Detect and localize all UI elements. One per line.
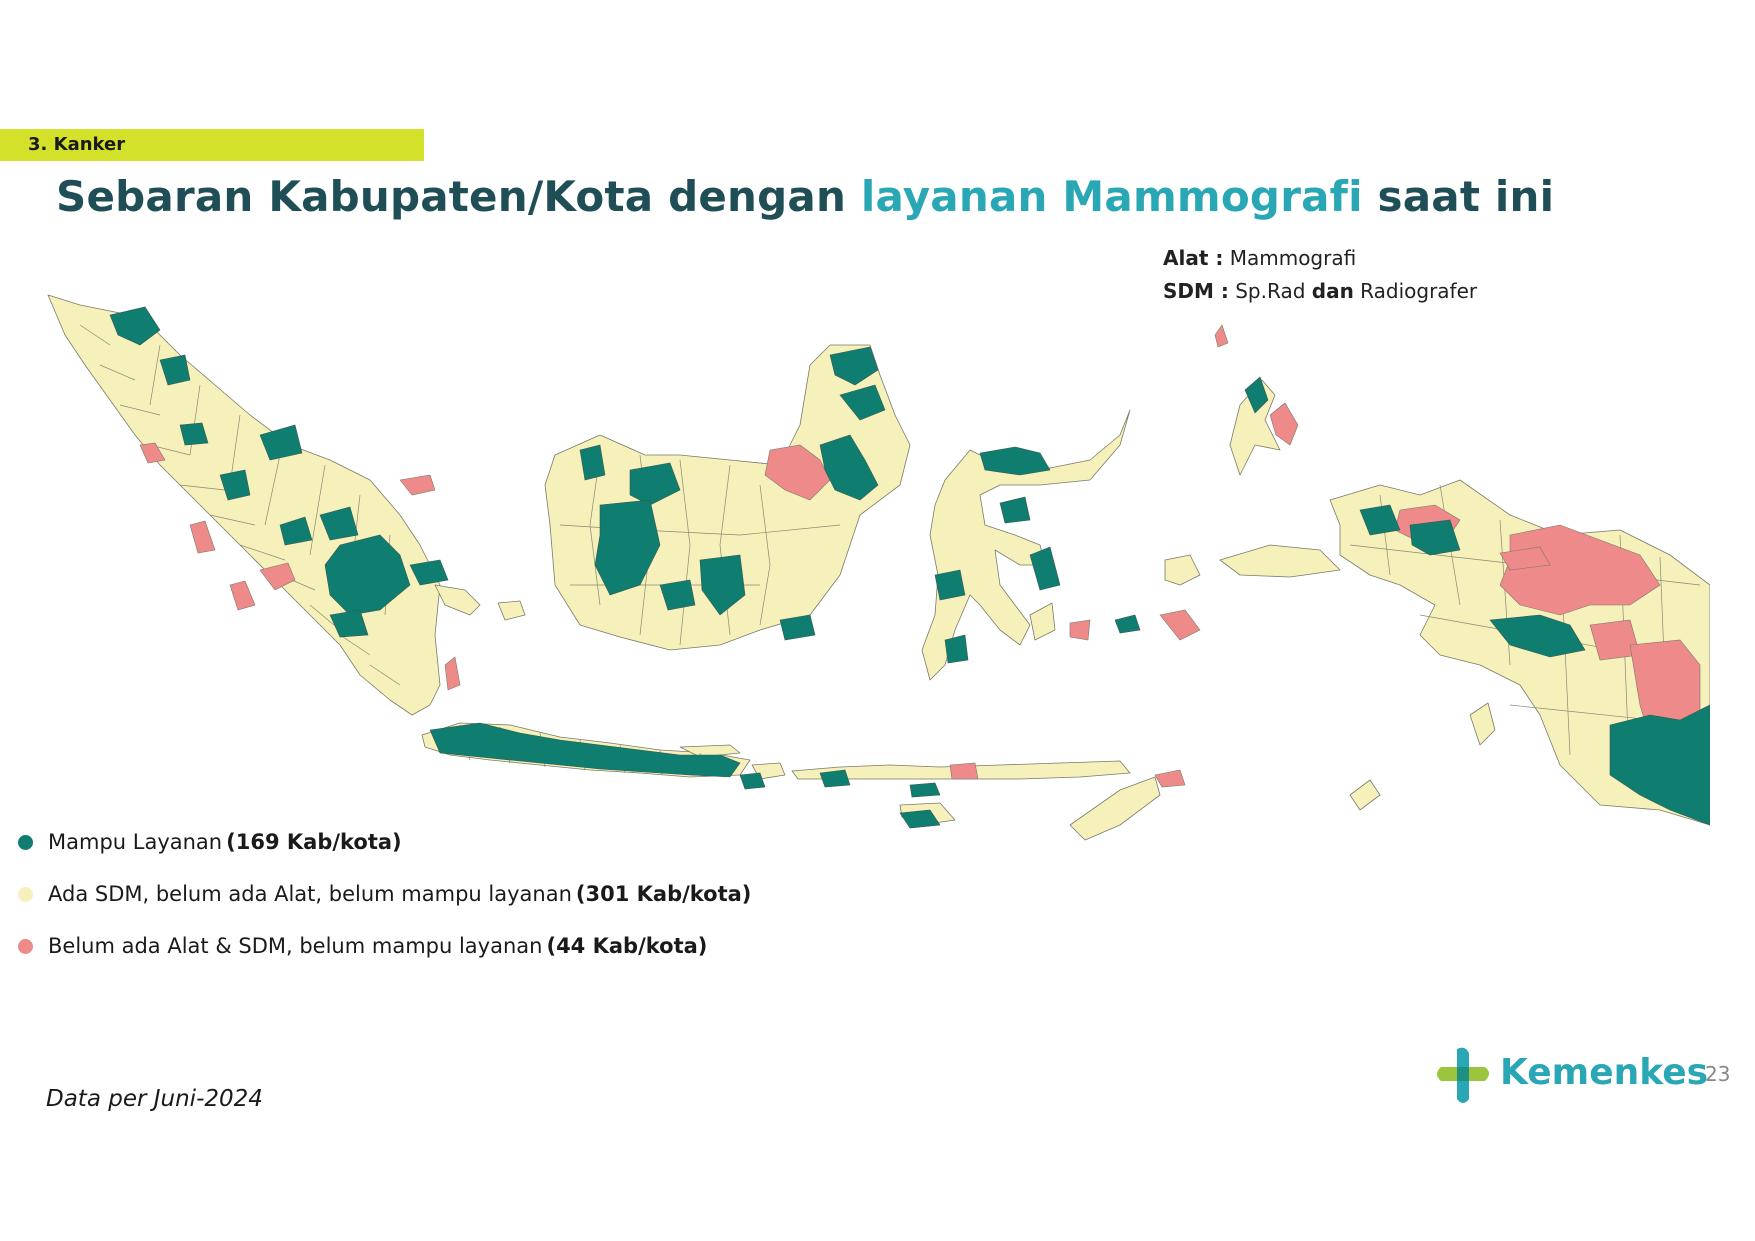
map-base-regions (47, 294, 1710, 841)
kemenkes-logo-icon (1437, 1047, 1489, 1103)
map-regions-belum (139, 324, 1701, 788)
map-legend: Mampu Layanan (169 Kab/kota) Ada SDM, bel… (18, 816, 751, 972)
title-part1: Sebaran Kabupaten/Kota dengan (56, 172, 861, 221)
legend-dot-ada-sdm (18, 886, 33, 902)
legend-dot-belum (18, 938, 33, 954)
legend-label-ada-sdm: Ada SDM, belum ada Alat, belum mampu lay… (48, 882, 572, 906)
spec-sdm-and: dan (1311, 279, 1354, 303)
legend-count-belum: (44 Kab/kota) (546, 934, 708, 958)
buru-island (1164, 554, 1201, 586)
aru-islands (1469, 702, 1496, 746)
section-tag: 3. Kanker (0, 129, 424, 161)
timor-island (1069, 776, 1161, 841)
halmahera-island (1229, 379, 1281, 476)
spec-sdm-value2: Radiografer (1360, 279, 1478, 303)
tanimbar-islands (1349, 779, 1381, 811)
spec-sdm-value1: Sp.Rad (1235, 279, 1306, 303)
madura-island (679, 744, 741, 758)
legend-item-mampu: Mampu Layanan (169 Kab/kota) (18, 816, 751, 868)
buton-island (1029, 602, 1056, 641)
seram-island (1219, 544, 1341, 578)
sumatra-island (47, 294, 441, 716)
title-part2: saat ini (1362, 172, 1555, 221)
legend-dot-mampu (18, 834, 33, 850)
page-title: Sebaran Kabupaten/Kota dengan layanan Ma… (56, 172, 1554, 221)
map-regions-mampu (109, 306, 1710, 829)
indonesia-map (47, 294, 1710, 841)
legend-count-mampu: (169 Kab/kota) (226, 830, 402, 854)
legend-item-ada-sdm: Ada SDM, belum ada Alat, belum mampu lay… (18, 868, 751, 920)
spec-alat-value: Mammografi (1229, 246, 1357, 270)
spec-alat: Alat : Mammografi (1163, 246, 1356, 270)
bangka-island (434, 584, 481, 616)
legend-item-belum: Belum ada Alat & SDM, belum mampu layana… (18, 920, 751, 972)
legend-label-belum: Belum ada Alat & SDM, belum mampu layana… (48, 934, 543, 958)
title-highlight: layanan Mammografi (860, 172, 1363, 221)
spec-alat-label: Alat : (1163, 246, 1224, 270)
legend-label-mampu: Mampu Layanan (48, 830, 223, 854)
sulawesi-island (921, 409, 1131, 681)
spec-sdm: SDM : Sp.Rad dan Radiografer (1163, 279, 1477, 303)
data-date-footnote: Data per Juni-2024 (46, 1086, 263, 1112)
page-number: 23 (1705, 1062, 1731, 1086)
spec-sdm-label: SDM : (1163, 279, 1229, 303)
kemenkes-logo-text: Kemenkes (1500, 1052, 1709, 1093)
belitung-island (497, 600, 526, 621)
legend-count-ada-sdm: (301 Kab/kota) (575, 882, 752, 906)
